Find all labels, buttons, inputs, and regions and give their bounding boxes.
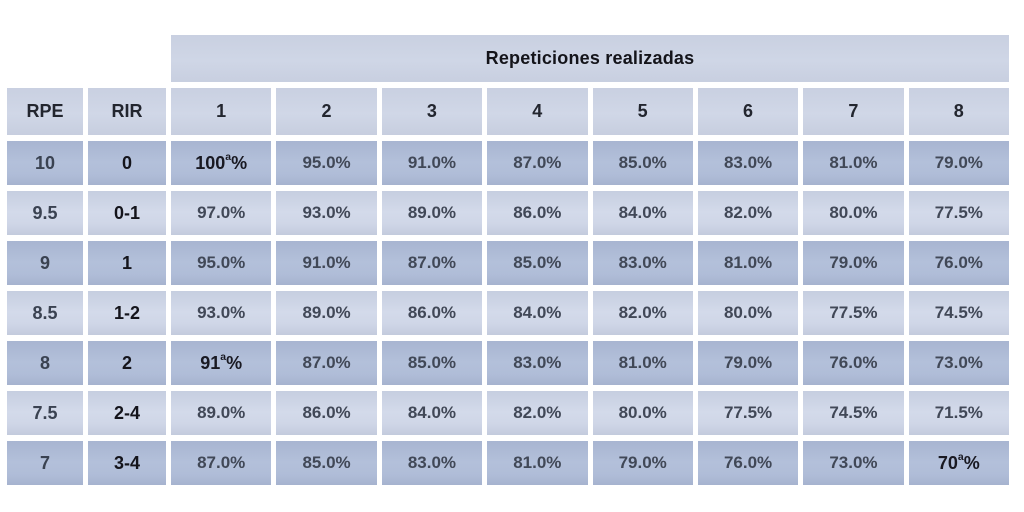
percent-cell: 89.0%	[276, 291, 377, 335]
rep-column-header-7: 7	[803, 88, 904, 135]
percent-cell: 85.0%	[381, 341, 483, 385]
rir-cell: 0	[88, 141, 166, 185]
table-title: Repeticiones realizadas	[485, 48, 695, 68]
rir-cell: 3-4	[88, 441, 166, 485]
percent-cell: 93.0%	[171, 291, 272, 335]
percent-cell: 76.0%	[908, 241, 1009, 285]
rpe-cell: 9	[7, 241, 83, 285]
rir-cell: 2-4	[88, 391, 166, 435]
percent-cell: 76.0%	[697, 441, 799, 485]
percent-cell: 77.5%	[908, 191, 1009, 235]
rep-column-header-6: 6	[697, 88, 799, 135]
rir-cell: 1	[88, 241, 166, 285]
percent-cell: 87.0%	[171, 441, 272, 485]
percent-cell: 82.0%	[697, 191, 799, 235]
percent-cell: 74.5%	[803, 391, 904, 435]
percent-cell: 84.0%	[487, 291, 588, 335]
rir-cell: 1-2	[88, 291, 166, 335]
percent-cell: 80.0%	[697, 291, 799, 335]
column-header-row: RPE RIR 1 2 3 4 5 6 7 8	[7, 88, 1009, 135]
percent-cell: 89.0%	[171, 391, 272, 435]
rpe-cell: 8.5	[7, 291, 83, 335]
percent-cell: 81.0%	[697, 241, 799, 285]
footnote-superscript: a	[957, 451, 964, 463]
percent-cell: 91a%	[171, 341, 272, 385]
percent-cell: 95.0%	[276, 141, 377, 185]
rep-column-header-3: 3	[381, 88, 483, 135]
percent-cell: 70a%	[908, 441, 1009, 485]
percent-cell: 84.0%	[592, 191, 693, 235]
percent-cell: 89.0%	[381, 191, 483, 235]
table-row-rpe-7: 7 3-4 87.0% 85.0% 83.0% 81.0% 79.0% 76.0% 73.0% 7…	[7, 441, 1009, 485]
percent-cell: 97.0%	[171, 191, 272, 235]
footnote-superscript: a	[220, 351, 227, 363]
rep-column-header-8: 8	[908, 88, 1009, 135]
percent-cell: 77.5%	[803, 291, 904, 335]
percent-cell: 83.0%	[487, 341, 588, 385]
rpe-cell: 8	[7, 341, 83, 385]
percent-cell: 84.0%	[381, 391, 483, 435]
percent-cell: 73.0%	[803, 441, 904, 485]
rpe-cell: 7.5	[7, 391, 83, 435]
rir-cell: 2	[88, 341, 166, 385]
percent-cell: 86.0%	[487, 191, 588, 235]
percent-cell: 79.0%	[697, 341, 799, 385]
percent-cell: 82.0%	[487, 391, 588, 435]
rpe-cell: 7	[7, 441, 83, 485]
header-rpe: RPE	[7, 88, 83, 135]
percent-cell: 86.0%	[276, 391, 377, 435]
percent-cell: 85.0%	[487, 241, 588, 285]
rep-column-header-1: 1	[171, 88, 272, 135]
percent-cell: 81.0%	[592, 341, 693, 385]
table-row-rpe-8: 8 2 91a% 87.0% 85.0% 83.0% 81.0% 79.0% 76.0% 73.0…	[7, 341, 1009, 385]
percent-cell: 83.0%	[592, 241, 693, 285]
rep-column-header-4: 4	[487, 88, 588, 135]
table-body: 10 0 100a% 95.0% 91.0% 87.0% 85.0% 83.0% 81.0% 79…	[7, 141, 1009, 485]
percent-cell: 93.0%	[276, 191, 377, 235]
title-band-row: Repeticiones realizadas	[7, 35, 1009, 82]
title-band-spacer	[7, 35, 166, 82]
percent-cell: 91.0%	[276, 241, 377, 285]
rpe-cell: 9.5	[7, 191, 83, 235]
percent-cell: 82.0%	[592, 291, 693, 335]
percent-cell: 87.0%	[381, 241, 483, 285]
percent-cell: 81.0%	[803, 141, 904, 185]
percent-cell: 85.0%	[592, 141, 693, 185]
percent-cell: 91.0%	[381, 141, 483, 185]
percent-cell: 86.0%	[381, 291, 483, 335]
percent-cell: 71.5%	[908, 391, 1009, 435]
percent-cell: 79.0%	[908, 141, 1009, 185]
percent-cell: 80.0%	[592, 391, 693, 435]
percent-cell: 83.0%	[381, 441, 483, 485]
percent-cell: 80.0%	[803, 191, 904, 235]
percent-cell: 87.0%	[487, 141, 588, 185]
table-row-rpe-7.5: 7.5 2-4 89.0% 86.0% 84.0% 82.0% 80.0% 77.5% 74.5…	[7, 391, 1009, 435]
table-row-rpe-8.5: 8.5 1-2 93.0% 89.0% 86.0% 84.0% 82.0% 80.0% 77.5…	[7, 291, 1009, 335]
table-row-rpe-10: 10 0 100a% 95.0% 91.0% 87.0% 85.0% 83.0% 81.0% 79…	[7, 141, 1009, 185]
percent-cell: 100a%	[171, 141, 272, 185]
rir-cell: 0-1	[88, 191, 166, 235]
rpe-cell: 10	[7, 141, 83, 185]
header-rir: RIR	[88, 88, 166, 135]
percent-cell: 76.0%	[803, 341, 904, 385]
footnote-superscript: a	[225, 151, 232, 163]
percent-cell: 83.0%	[697, 141, 799, 185]
percent-cell: 85.0%	[276, 441, 377, 485]
percent-cell: 79.0%	[592, 441, 693, 485]
percent-cell: 95.0%	[171, 241, 272, 285]
percent-cell: 81.0%	[487, 441, 588, 485]
percent-cell: 87.0%	[276, 341, 377, 385]
rep-column-header-2: 2	[276, 88, 377, 135]
table-row-rpe-9: 9 1 95.0% 91.0% 87.0% 85.0% 83.0% 81.0% 79.0% 76.…	[7, 241, 1009, 285]
percent-cell: 77.5%	[697, 391, 799, 435]
table-title-cell: Repeticiones realizadas	[171, 35, 1009, 82]
percent-cell: 79.0%	[803, 241, 904, 285]
rpe-rir-percentage-table: Repeticiones realizadas RPE RIR 1 2 3 4 5 6 7 8 1…	[2, 29, 1014, 491]
table-row-rpe-9.5: 9.5 0-1 97.0% 93.0% 89.0% 86.0% 84.0% 82.0% 80.0…	[7, 191, 1009, 235]
rep-column-header-5: 5	[592, 88, 693, 135]
percent-cell: 73.0%	[908, 341, 1009, 385]
percent-cell: 74.5%	[908, 291, 1009, 335]
